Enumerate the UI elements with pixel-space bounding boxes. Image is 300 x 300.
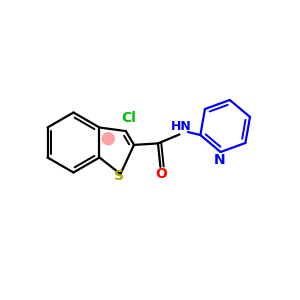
Text: O: O — [156, 167, 167, 181]
Circle shape — [102, 133, 114, 145]
Text: N: N — [214, 153, 226, 167]
Text: Cl: Cl — [121, 112, 136, 125]
Text: HN: HN — [171, 120, 191, 133]
Text: S: S — [114, 169, 124, 183]
